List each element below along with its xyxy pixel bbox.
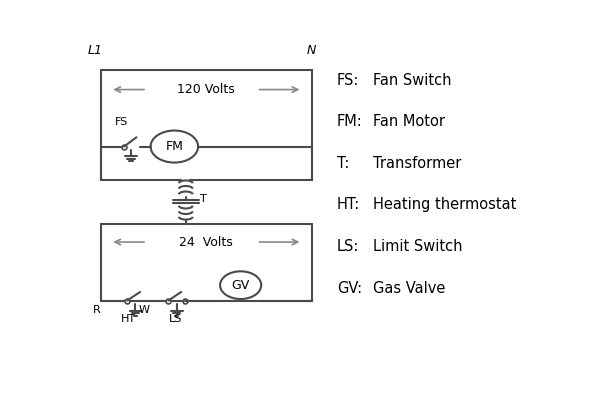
- Text: R: R: [93, 305, 100, 315]
- Text: N: N: [307, 44, 316, 57]
- Text: GV:: GV:: [337, 280, 362, 296]
- Text: 24  Volts: 24 Volts: [179, 236, 233, 248]
- Text: LS:: LS:: [337, 239, 359, 254]
- Text: Heating thermostat: Heating thermostat: [373, 197, 517, 212]
- Text: 120 Volts: 120 Volts: [178, 83, 235, 96]
- Text: LS: LS: [169, 314, 182, 324]
- Text: L1: L1: [87, 44, 103, 57]
- Text: HT:: HT:: [337, 197, 360, 212]
- Text: W: W: [138, 305, 149, 315]
- Text: FM:: FM:: [337, 114, 362, 129]
- Text: Fan Motor: Fan Motor: [373, 114, 445, 129]
- Text: Gas Valve: Gas Valve: [373, 280, 445, 296]
- Text: FM: FM: [165, 140, 183, 153]
- Text: FS:: FS:: [337, 73, 359, 88]
- Text: T:: T:: [337, 156, 349, 171]
- Text: T: T: [201, 194, 207, 204]
- Text: HT: HT: [121, 314, 136, 324]
- Text: Fan Switch: Fan Switch: [373, 73, 452, 88]
- Text: Transformer: Transformer: [373, 156, 461, 171]
- Text: FS: FS: [115, 116, 129, 126]
- Text: GV: GV: [231, 279, 250, 292]
- Text: Limit Switch: Limit Switch: [373, 239, 463, 254]
